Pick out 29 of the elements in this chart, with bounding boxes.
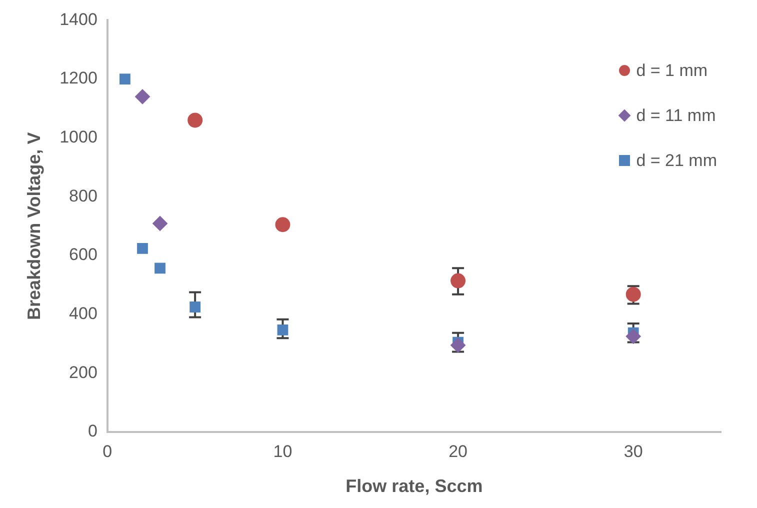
y-tick-label: 600 — [69, 245, 98, 264]
point — [154, 262, 166, 274]
point — [277, 324, 288, 336]
point — [152, 216, 168, 231]
y-axis-title: Breakdown Voltage, V — [24, 132, 44, 320]
x-axis-title: Flow rate, Sccm — [346, 476, 483, 496]
point — [626, 328, 641, 344]
legend-label: d = 21 mm — [636, 150, 717, 170]
point — [137, 243, 148, 254]
y-tick-label: 1200 — [60, 68, 98, 88]
x-tick-label: 10 — [273, 442, 292, 461]
legend-label: d = 1 mm — [636, 60, 708, 80]
y-tick-label: 1400 — [60, 10, 98, 29]
point — [120, 74, 130, 84]
y-tick-label: 0 — [88, 422, 98, 441]
y-tick-label: 400 — [69, 304, 98, 324]
x-tick-label: 0 — [102, 442, 112, 461]
y-tick-label: 800 — [69, 186, 98, 206]
legend-label: d = 11 mm — [636, 106, 716, 126]
point — [450, 338, 466, 353]
point — [134, 89, 150, 104]
x-tick-label: 30 — [624, 442, 643, 461]
point — [188, 112, 203, 128]
x-tick-label: 20 — [448, 442, 468, 461]
point — [450, 273, 466, 288]
point — [275, 217, 290, 232]
y-tick-label: 200 — [69, 362, 98, 382]
y-tick-label: 1000 — [60, 128, 98, 147]
point — [190, 302, 201, 312]
